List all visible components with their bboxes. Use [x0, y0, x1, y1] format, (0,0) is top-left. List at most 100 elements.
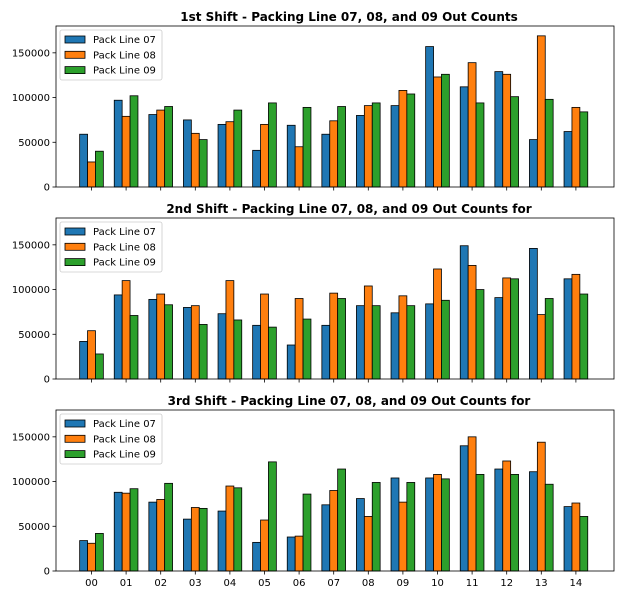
bar-pack-line-08-11 [467, 62, 477, 188]
bar-pack-line-08-05 [260, 293, 269, 380]
bar-pack-line-08-09 [398, 90, 408, 188]
bar-pack-line-09-10 [441, 478, 450, 572]
bar-pack-line-07-08 [356, 305, 365, 380]
bar-pack-line-07-10 [425, 477, 434, 572]
bar-pack-line-07-02 [148, 114, 158, 188]
x-tick-label: 07 [327, 578, 340, 589]
bar-pack-line-07-05 [252, 324, 261, 380]
bar-pack-line-08-02 [156, 109, 166, 188]
x-tick-label: 06 [293, 578, 306, 589]
x-tick-label: 04 [224, 578, 237, 589]
bar-pack-line-09-02 [164, 304, 173, 380]
bar-pack-line-07-03 [183, 307, 192, 380]
chart-title: 2nd Shift - Packing Line 07, 08, and 09 … [166, 202, 531, 216]
bar-pack-line-08-06 [294, 535, 304, 572]
bar-pack-line-09-11 [475, 473, 485, 572]
bar-pack-line-08-04 [225, 121, 235, 188]
y-tick-label: 0 [44, 567, 50, 578]
bar-pack-line-08-01 [121, 280, 131, 380]
chart-panel-1: 1st Shift - Packing Line 07, 08, and 09 … [12, 10, 615, 194]
bar-pack-line-07-00 [79, 133, 88, 188]
bar-pack-line-09-11 [475, 102, 485, 188]
bar-pack-line-08-08 [363, 105, 373, 188]
bar-pack-line-09-08 [371, 305, 381, 380]
bar-pack-line-09-04 [233, 319, 243, 380]
bar-pack-line-08-08 [363, 516, 373, 572]
x-tick-label: 00 [85, 578, 98, 589]
bar-pack-line-08-06 [294, 146, 304, 188]
chart-panel-3: 3rd Shift - Packing Line 07, 08, and 09 … [12, 394, 615, 589]
bar-pack-line-07-00 [79, 341, 88, 380]
bar-pack-line-07-10 [425, 303, 434, 380]
bar-pack-line-09-14 [579, 516, 589, 572]
bar-pack-line-07-13 [529, 139, 538, 188]
bar-pack-line-08-02 [156, 499, 166, 572]
x-tick-label: 14 [570, 578, 583, 589]
axes-frame [55, 409, 615, 572]
bar-pack-line-09-10 [441, 299, 450, 380]
bar-pack-line-08-09 [398, 501, 408, 572]
bar-pack-line-07-11 [459, 445, 469, 572]
bar-pack-line-09-05 [268, 102, 277, 188]
bar-pack-line-07-07 [321, 504, 331, 572]
bar-pack-line-07-05 [252, 149, 261, 188]
bar-pack-line-09-06 [302, 493, 312, 572]
bar-pack-line-09-00 [95, 150, 104, 188]
bar-pack-line-07-04 [217, 123, 227, 188]
bar-pack-line-07-13 [529, 248, 538, 380]
bar-pack-line-07-12 [494, 71, 504, 188]
bar-pack-line-09-02 [164, 106, 173, 188]
bar-pack-line-08-08 [363, 285, 373, 380]
bar-pack-line-09-08 [371, 482, 381, 572]
legend-swatch [64, 50, 86, 59]
bar-pack-line-08-04 [225, 280, 235, 380]
bar-pack-line-09-08 [371, 102, 381, 188]
bar-pack-line-07-11 [459, 86, 469, 188]
bar-pack-line-08-01 [121, 492, 131, 572]
legend-box [59, 221, 163, 273]
bar-pack-line-08-00 [87, 330, 96, 380]
bar-pack-line-07-01 [113, 99, 123, 188]
x-tick-label: 09 [397, 578, 410, 589]
bar-pack-line-08-10 [433, 268, 442, 380]
bar-pack-line-09-12 [510, 96, 519, 188]
bar-pack-line-09-06 [302, 106, 312, 188]
x-tick-label: 05 [258, 578, 271, 589]
bar-pack-line-08-14 [571, 273, 581, 380]
y-tick-label: 100000 [12, 285, 50, 296]
bar-pack-line-07-12 [494, 468, 504, 572]
bar-pack-line-09-06 [302, 318, 312, 380]
legend-box [59, 413, 163, 465]
bar-pack-line-08-10 [433, 76, 442, 188]
bar-pack-line-08-09 [398, 295, 408, 380]
x-tick-label: 12 [500, 578, 513, 589]
legend-label: Pack Line 07 [93, 419, 156, 430]
x-tick-label: 10 [431, 578, 444, 589]
x-tick-label: 01 [120, 578, 133, 589]
bar-pack-line-07-14 [563, 278, 573, 380]
bar-pack-line-07-11 [459, 245, 469, 380]
bar-pack-line-09-05 [268, 461, 277, 572]
bar-pack-line-09-03 [198, 324, 208, 380]
y-tick-label: 0 [44, 375, 50, 386]
chart-title: 3rd Shift - Packing Line 07, 08, and 09 … [168, 394, 531, 408]
bar-pack-line-07-04 [217, 313, 227, 380]
bar-pack-line-07-14 [563, 506, 573, 572]
bar-pack-line-09-14 [579, 111, 589, 188]
legend-swatch [64, 66, 86, 74]
axes-frame [55, 25, 615, 188]
bar-pack-line-07-06 [286, 344, 296, 380]
bar-pack-line-08-11 [467, 436, 477, 572]
bar-pack-line-08-03 [190, 507, 200, 572]
bar-pack-line-09-13 [544, 298, 554, 380]
bar-pack-line-07-09 [390, 312, 400, 380]
chart-panel-2: 2nd Shift - Packing Line 07, 08, and 09 … [12, 202, 615, 386]
bar-pack-line-07-10 [425, 46, 434, 188]
bar-pack-line-09-09 [406, 93, 416, 188]
bar-pack-line-08-14 [571, 502, 581, 572]
bar-pack-line-07-07 [321, 133, 331, 188]
bar-pack-line-08-06 [294, 298, 304, 380]
y-tick-label: 50000 [18, 522, 50, 533]
bar-pack-line-07-14 [563, 131, 573, 188]
